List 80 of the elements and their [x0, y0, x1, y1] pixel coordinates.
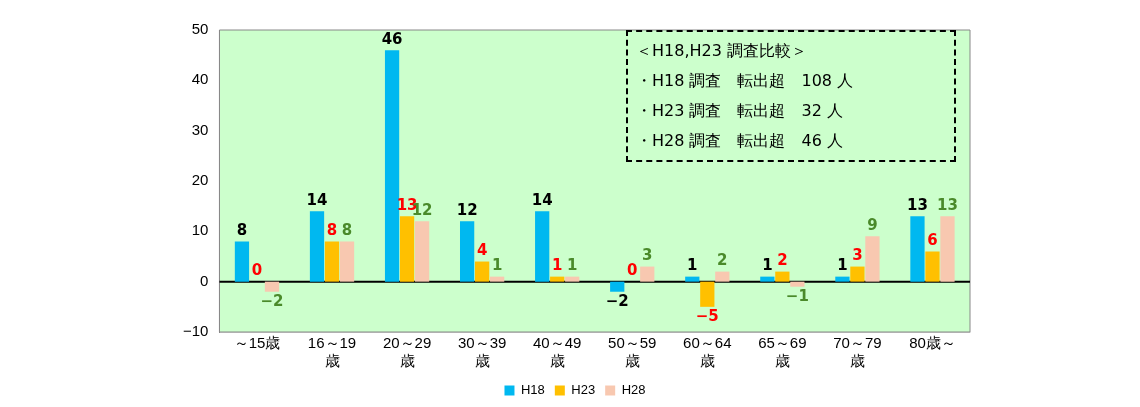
- annotation: ・H18 調査 転出超 108 人: [636, 70, 855, 92]
- y-tick-label: 20: [191, 171, 209, 189]
- data-label: −5: [695, 307, 719, 326]
- bar: [835, 276, 850, 282]
- data-label: 1: [687, 256, 698, 275]
- bar: [535, 211, 550, 282]
- data-label: 3: [852, 245, 863, 264]
- data-label: −2: [605, 292, 629, 311]
- data-label: 14: [306, 190, 328, 209]
- bar: [324, 241, 340, 282]
- bar: [640, 266, 655, 282]
- bar: [339, 241, 355, 282]
- bar: [685, 276, 700, 282]
- bar: [309, 211, 325, 282]
- data-label: 1: [762, 256, 773, 275]
- x-tick-label: 80歳～: [909, 334, 956, 352]
- bar: [264, 281, 280, 292]
- bar: [940, 216, 955, 282]
- data-label: 8: [326, 220, 338, 239]
- data-label: 0: [251, 261, 263, 280]
- data-label: 14: [531, 190, 553, 209]
- x-tick-label: 65～69歳: [758, 334, 807, 370]
- data-label: 1: [491, 256, 503, 275]
- x-tick-label: 30～39歳: [457, 334, 507, 370]
- x-tick-label: 60～64歳: [683, 334, 732, 370]
- bar: [399, 216, 415, 282]
- x-tick-label: 70～79歳: [833, 334, 882, 370]
- data-label: 8: [236, 220, 248, 239]
- data-label: 13: [937, 195, 958, 214]
- y-tick-label: −10: [182, 322, 209, 340]
- data-label: 0: [627, 261, 638, 280]
- bar: [414, 221, 430, 282]
- bar: [760, 276, 775, 282]
- x-tick-label: ～15歳: [233, 334, 281, 352]
- bar: [850, 266, 865, 282]
- y-tick-label: 50: [191, 20, 209, 38]
- x-tick-label: 40～49歳: [533, 334, 582, 370]
- legend-label: H28: [621, 382, 646, 398]
- bar: [490, 276, 505, 282]
- x-tick-label: 20～29歳: [382, 334, 432, 370]
- y-tick-label: 30: [191, 120, 209, 138]
- data-label: 4: [476, 240, 488, 259]
- annotation: ＜H18,H23 調査比較＞: [636, 40, 808, 62]
- x-tick-label: 50～59歳: [608, 334, 657, 370]
- bar: [460, 221, 475, 282]
- y-tick-label: 10: [191, 221, 209, 239]
- annotation: ・H23 調査 転出超 32 人: [636, 100, 844, 122]
- bar: [865, 236, 880, 282]
- data-label: −1: [785, 287, 809, 306]
- bar: [384, 50, 400, 282]
- bar: [925, 251, 940, 282]
- data-label: 9: [867, 215, 878, 234]
- data-label: 2: [777, 250, 788, 269]
- bar: [910, 216, 925, 282]
- bar: [610, 281, 625, 292]
- data-label: 13: [907, 195, 928, 214]
- data-label: 12: [456, 200, 478, 219]
- data-label: 6: [927, 230, 938, 249]
- bar: [790, 281, 805, 287]
- bar: [234, 241, 250, 282]
- data-label: 1: [551, 256, 563, 275]
- bar: [565, 276, 580, 282]
- data-label: 46: [381, 29, 403, 48]
- data-label: 1: [566, 256, 578, 275]
- data-label: 1: [837, 256, 848, 275]
- bar: [775, 271, 790, 282]
- legend-label: H23: [571, 382, 596, 398]
- bar: [715, 271, 730, 282]
- bar: [700, 281, 715, 307]
- bar: [550, 276, 565, 282]
- data-label: −2: [260, 292, 284, 311]
- annotation: ・H28 調査 転出超 46 人: [636, 130, 844, 152]
- legend-label: H18: [520, 382, 545, 398]
- data-label: 8: [341, 220, 353, 239]
- bar: [475, 261, 490, 282]
- y-tick-label: 40: [191, 70, 209, 88]
- x-tick-label: 16～19歳: [307, 334, 357, 370]
- data-label: 3: [642, 245, 653, 264]
- data-label: 2: [717, 250, 728, 269]
- y-tick-label: 0: [200, 271, 209, 289]
